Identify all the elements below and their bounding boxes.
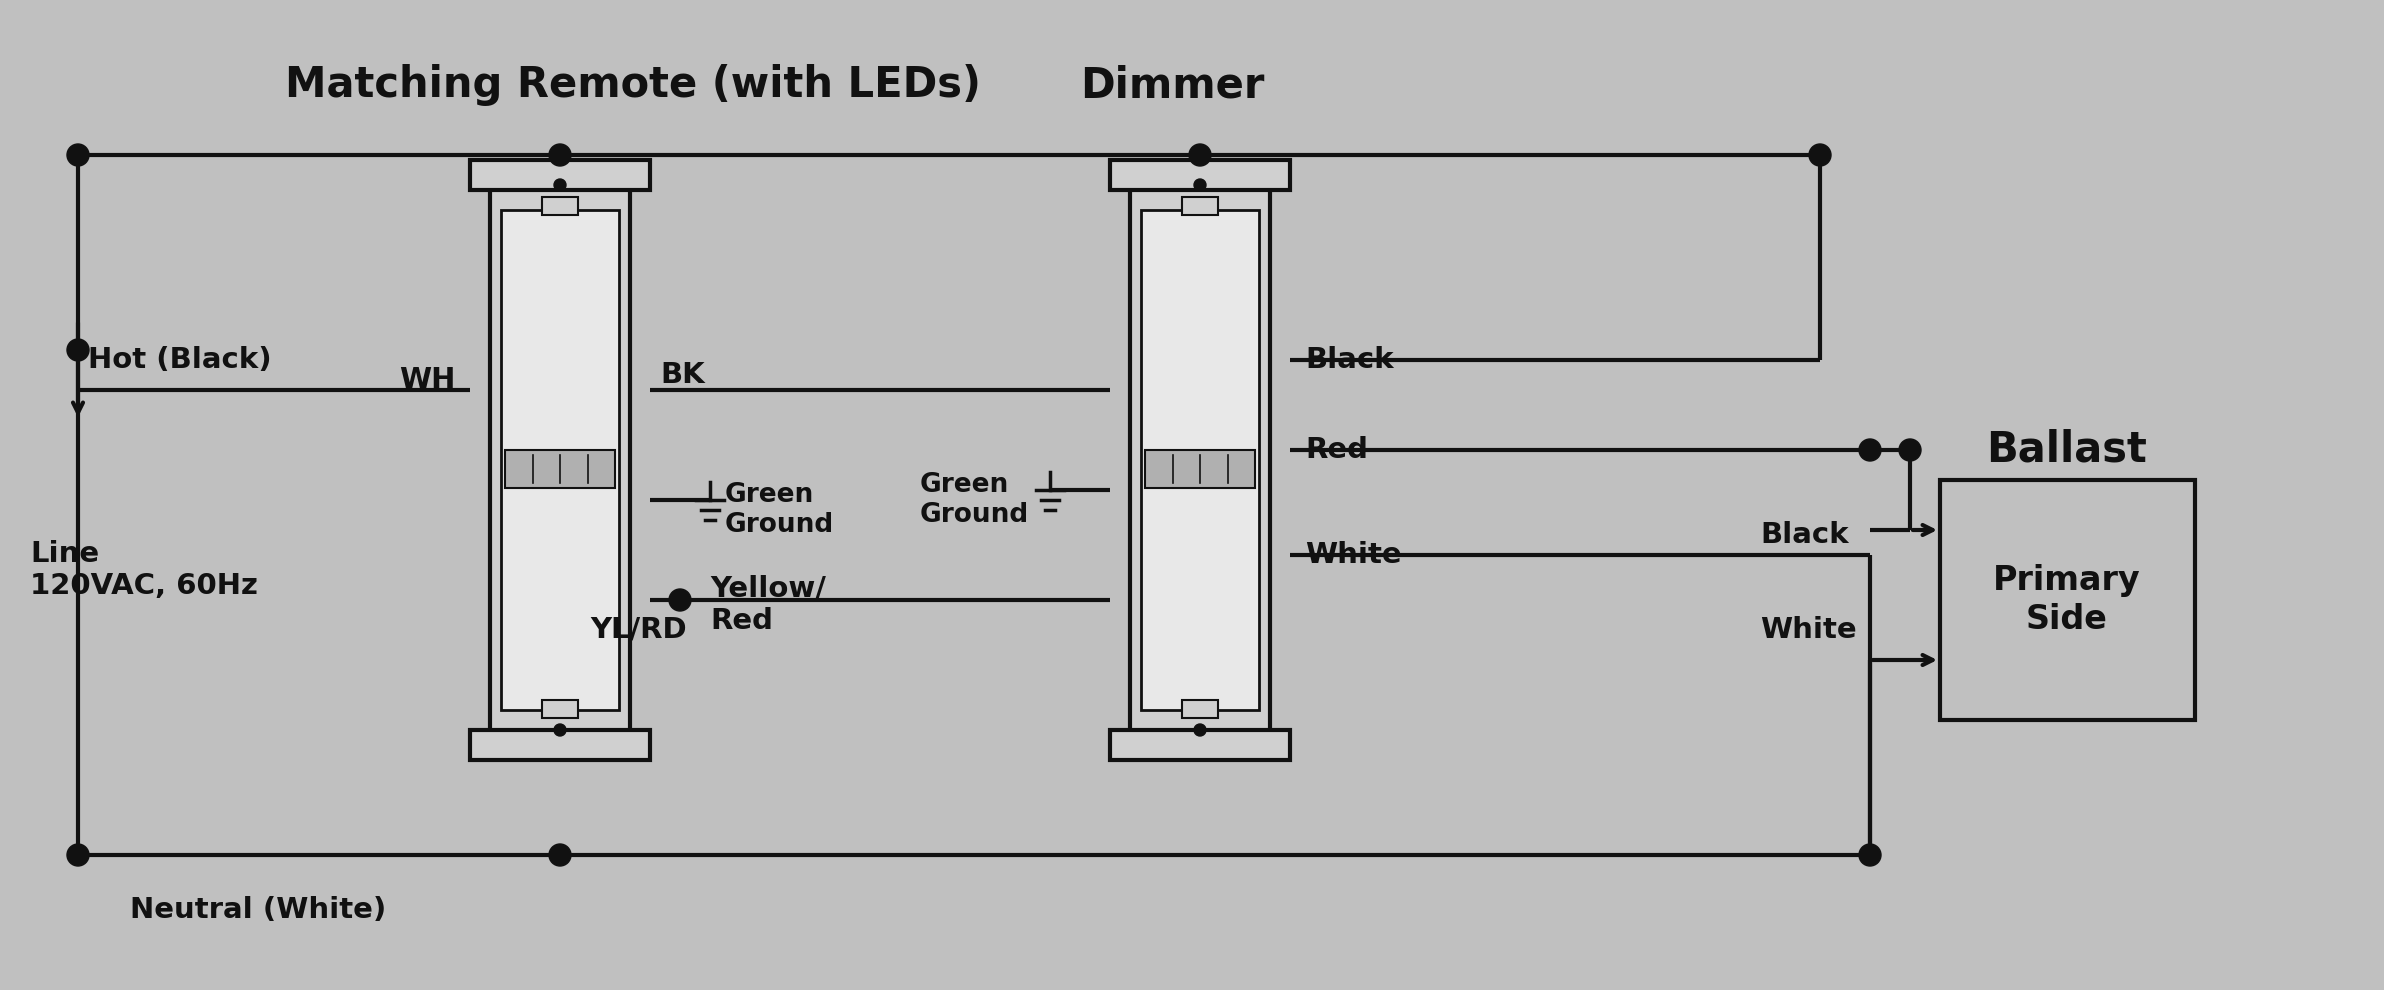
Text: Matching Remote (with LEDs): Matching Remote (with LEDs)	[286, 64, 980, 106]
Bar	[1142, 210, 1259, 710]
Bar	[505, 450, 615, 488]
Bar	[1111, 160, 1290, 190]
Bar	[541, 700, 577, 718]
Bar	[470, 730, 651, 760]
Circle shape	[670, 589, 691, 611]
Bar	[1941, 480, 2196, 720]
Text: Ballast: Ballast	[1986, 429, 2148, 471]
Text: Black: Black	[1304, 346, 1395, 374]
Bar	[541, 197, 577, 215]
Bar	[1182, 700, 1218, 718]
Text: Primary
Side: Primary Side	[1993, 564, 2141, 636]
Circle shape	[1860, 844, 1881, 866]
Bar	[1130, 165, 1271, 755]
Text: Dimmer: Dimmer	[1080, 64, 1264, 106]
Text: WH: WH	[398, 366, 455, 394]
Text: Yellow/
Red: Yellow/ Red	[710, 575, 825, 636]
Circle shape	[553, 179, 565, 191]
Text: Red: Red	[1304, 436, 1368, 464]
Text: Black: Black	[1759, 521, 1848, 549]
Bar	[1182, 197, 1218, 215]
Circle shape	[1194, 724, 1206, 736]
Bar	[491, 165, 629, 755]
Circle shape	[1860, 439, 1881, 461]
Text: Green
Ground: Green Ground	[920, 472, 1030, 528]
Text: YL/RD: YL/RD	[589, 616, 687, 644]
Circle shape	[1809, 144, 1831, 166]
Circle shape	[1900, 439, 1922, 461]
Bar	[470, 160, 651, 190]
Text: Hot (Black): Hot (Black)	[88, 346, 272, 374]
Circle shape	[553, 724, 565, 736]
Circle shape	[67, 339, 88, 361]
Bar	[501, 210, 620, 710]
Bar	[1144, 450, 1254, 488]
Text: White: White	[1304, 541, 1402, 569]
Bar	[1111, 730, 1290, 760]
Text: White: White	[1759, 616, 1857, 644]
Text: Neutral (White): Neutral (White)	[131, 896, 386, 924]
Circle shape	[1190, 144, 1211, 166]
Circle shape	[1194, 179, 1206, 191]
Circle shape	[67, 144, 88, 166]
Circle shape	[67, 844, 88, 866]
Text: Line
120VAC, 60Hz: Line 120VAC, 60Hz	[31, 540, 257, 600]
Text: Green
Ground: Green Ground	[725, 482, 834, 538]
Text: BK: BK	[660, 361, 706, 389]
Circle shape	[548, 144, 572, 166]
Circle shape	[548, 844, 572, 866]
